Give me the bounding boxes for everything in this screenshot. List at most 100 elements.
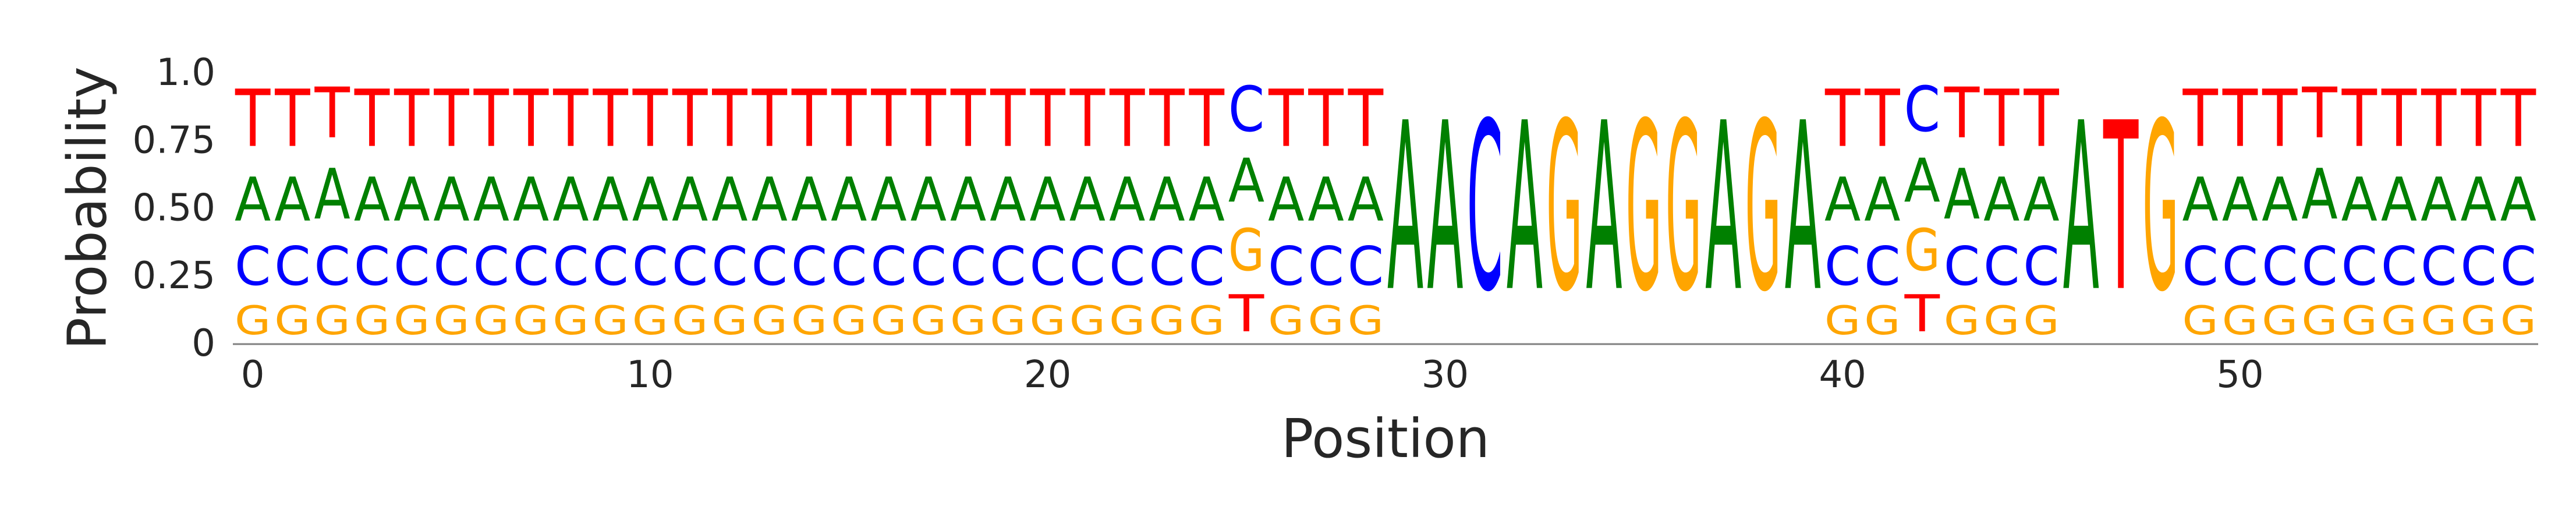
logo-letter-T: T	[513, 73, 549, 165]
logo-letter-T: T	[1228, 284, 1264, 344]
logo-letter-A: A	[1308, 165, 1344, 235]
logo-letter-G: G	[1189, 298, 1225, 344]
logo-letter-C: C	[1189, 236, 1225, 298]
logo-letter-C: C	[592, 236, 628, 298]
logo-letter-G: G	[513, 298, 549, 344]
logo-letter-T: T	[1189, 73, 1225, 165]
logo-letter-T: T	[2500, 73, 2536, 165]
logo-letter-G: G	[1268, 298, 1304, 344]
logo-letter-T: T	[394, 73, 430, 165]
logo-letter-C: C	[1268, 236, 1304, 298]
logo-letter-C: C	[711, 236, 747, 298]
logo-letter-C: C	[1069, 236, 1105, 298]
logo-letter-A: A	[513, 165, 549, 235]
logo-letter-G: G	[2182, 298, 2219, 344]
y-tick-label: 0	[192, 322, 215, 365]
logo-letter-A: A	[711, 165, 747, 235]
x-tick-label: 10	[626, 353, 674, 396]
logo-letter-T: T	[1149, 73, 1185, 165]
logo-letter-G: G	[1308, 298, 1344, 344]
logo-letter-T: T	[711, 73, 747, 165]
logo-letter-T: T	[2182, 73, 2219, 165]
logo-letter-G: G	[274, 298, 310, 344]
logo-letter-T: T	[2461, 73, 2497, 165]
logo-letter-C: C	[910, 236, 947, 298]
logo-letter-G: G	[1228, 217, 1264, 284]
logo-letter-C: C	[831, 236, 867, 298]
logo-letter-A: A	[592, 165, 628, 235]
logo-letter-T: T	[2222, 73, 2258, 165]
logo-letter-A: A	[2222, 165, 2258, 235]
logo-letter-T: T	[2341, 73, 2377, 165]
logo-letter-A: A	[235, 165, 271, 235]
logo-letter-A: A	[1427, 73, 1464, 342]
logo-letter-G: G	[1546, 73, 1582, 343]
logo-letter-A: A	[2341, 165, 2377, 235]
logo-letter-A: A	[1785, 73, 1822, 342]
logo-letter-A: A	[394, 165, 430, 235]
logo-letter-T: T	[871, 73, 907, 165]
logo-letter-T: T	[274, 73, 310, 165]
logo-letter-A: A	[870, 165, 906, 235]
y-tick-label: 0.75	[133, 119, 216, 162]
logo-letter-A: A	[1824, 165, 1861, 235]
logo-letter-G: G	[1944, 298, 1980, 344]
logo-letter-A: A	[473, 165, 509, 235]
logo-letter-A: A	[2063, 73, 2100, 342]
logo-letter-G: G	[1824, 298, 1861, 344]
logo-letter-G: G	[1348, 298, 1384, 344]
logo-letter-G: G	[2500, 298, 2536, 344]
logo-letter-A: A	[950, 165, 986, 235]
logo-letter-C: C	[1944, 236, 1980, 298]
logo-letter-A: A	[672, 165, 708, 235]
logo-letter-C: C	[1149, 236, 1185, 298]
logo-letter-G: G	[990, 298, 1026, 344]
logo-letter-G: G	[433, 298, 469, 344]
logo-letter-C: C	[2262, 236, 2298, 298]
y-tick-label: 0.25	[133, 254, 216, 298]
logo-letter-C: C	[1467, 73, 1503, 342]
logo-letter-G: G	[394, 298, 430, 344]
logo-letter-C: C	[2023, 236, 2059, 298]
logo-letter-T: T	[1983, 73, 2019, 165]
logo-letter-C: C	[2381, 236, 2417, 298]
logo-letter-G: G	[711, 298, 747, 344]
logo-letter-T: T	[2421, 73, 2457, 165]
logo-letter-C: C	[1864, 236, 1900, 298]
logo-letter-C: C	[632, 236, 668, 298]
logo-letter-T: T	[831, 73, 867, 165]
logo-letter-G: G	[1864, 298, 1900, 344]
x-tick-label: 40	[1819, 353, 1866, 396]
logo-letter-G: G	[2023, 298, 2059, 344]
logo-letter-T: T	[1030, 73, 1066, 165]
logo-letter-C: C	[1030, 236, 1066, 298]
logo-letter-G: G	[1745, 73, 1781, 343]
logo-letter-C: C	[1983, 236, 2019, 298]
logo-letter-C: C	[870, 236, 906, 298]
y-tick-label: 1.0	[156, 51, 215, 94]
logo-letter-A: A	[831, 165, 867, 235]
logo-letter-T: T	[1824, 73, 1861, 165]
logo-letter-C: C	[314, 236, 350, 298]
logo-letter-C: C	[791, 236, 827, 298]
logo-letter-G: G	[1904, 217, 1940, 284]
logo-letter-C: C	[2222, 236, 2258, 298]
logo-letter-A: A	[791, 165, 827, 235]
logo-letter-C: C	[752, 236, 788, 298]
logo-letter-A: A	[910, 165, 947, 235]
logo-letter-T: T	[1944, 73, 1980, 154]
logo-letter-G: G	[2142, 73, 2178, 343]
logo-letter-T: T	[990, 73, 1026, 165]
logo-letter-T: T	[1069, 73, 1105, 165]
logo-letter-C: C	[1904, 73, 1940, 146]
logo-letter-A: A	[1149, 165, 1185, 235]
logo-letter-A: A	[632, 165, 668, 235]
logo-letter-G: G	[592, 298, 628, 344]
logo-letter-G: G	[2460, 298, 2496, 344]
logo-letter-A: A	[2460, 165, 2496, 235]
logo-letter-A: A	[1268, 165, 1304, 235]
logo-letter-A: A	[1030, 165, 1066, 235]
logo-letter-T: T	[1308, 73, 1344, 165]
logo-letter-G: G	[552, 298, 589, 344]
logo-letter-G: G	[235, 298, 271, 344]
